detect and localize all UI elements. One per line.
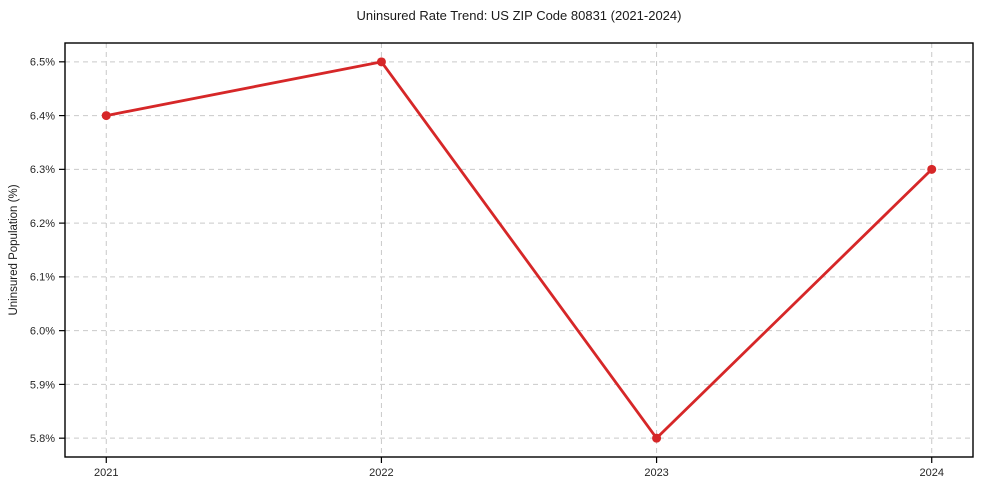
- x-tick-label: 2022: [369, 467, 393, 479]
- data-point-marker: [927, 164, 937, 174]
- x-tick-label: 2021: [94, 467, 118, 479]
- data-point-marker: [101, 111, 111, 121]
- y-tick-label: 5.8%: [30, 433, 55, 445]
- y-tick-label: 6.1%: [30, 272, 55, 284]
- x-tick-label: 2024: [919, 467, 943, 479]
- data-point-marker: [652, 433, 662, 443]
- data-point-marker: [376, 57, 386, 67]
- x-tick-label: 2023: [644, 467, 668, 479]
- y-tick-label: 5.9%: [30, 379, 55, 391]
- y-tick-label: 6.5%: [30, 57, 55, 69]
- y-tick-label: 6.0%: [30, 325, 55, 337]
- y-tick-label: 6.3%: [30, 164, 55, 176]
- y-tick-label: 6.4%: [30, 110, 55, 122]
- chart-title: Uninsured Rate Trend: US ZIP Code 80831 …: [356, 8, 682, 23]
- trend-line: [104, 60, 934, 440]
- y-tick-label: 6.2%: [30, 218, 55, 230]
- plot-border: [64, 42, 974, 458]
